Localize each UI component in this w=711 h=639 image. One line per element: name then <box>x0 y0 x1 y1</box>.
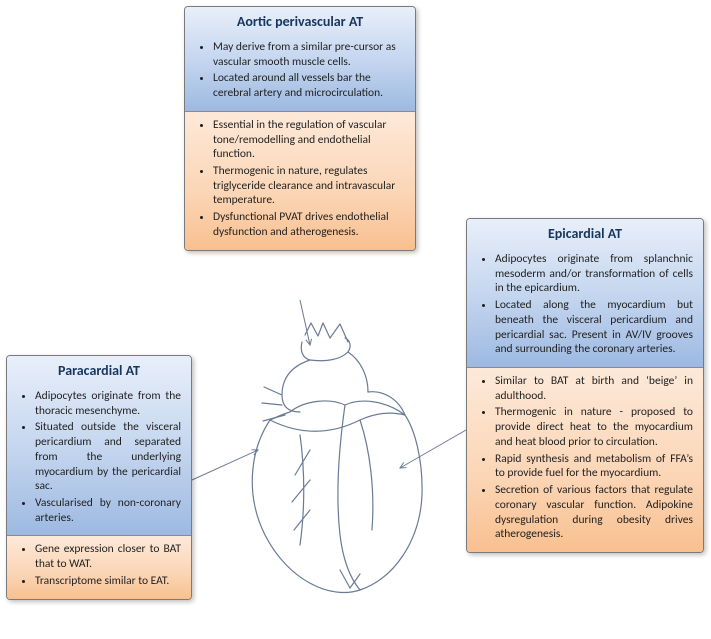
epicardial-box: Epicardial AT Adipocytes originate from … <box>466 218 704 553</box>
paracardial-orange-list: Gene expression closer to BAT that to WA… <box>17 542 181 588</box>
list-item: Situated outside the visceral pericardiu… <box>35 420 181 494</box>
list-item: Similar to BAT at birth and ‘beige’ in a… <box>495 374 693 403</box>
list-item: Secretion of various factors that regula… <box>495 483 693 542</box>
aortic-orange-list: Essential in the regulation of vascular … <box>195 118 405 240</box>
list-item: Gene expression closer to BAT that to WA… <box>35 542 181 571</box>
list-item: Adipocytes originate from splanchnic mes… <box>495 252 693 296</box>
paracardial-blue-list: Adipocytes originate from the thoracic m… <box>17 389 181 525</box>
list-item: Rapid synthesis and metabolism of FFA’s … <box>495 452 693 481</box>
aortic-box: Aortic perivascular AT May derive from a… <box>184 6 416 251</box>
aortic-title: Aortic perivascular AT <box>185 7 415 34</box>
list-item: Dysfunctional PVAT drives endothelial dy… <box>213 210 405 239</box>
list-item: Vascularised by non-coronary arteries. <box>35 496 181 525</box>
list-item: Thermogenic in nature - proposed to prov… <box>495 405 693 449</box>
list-item: Adipocytes originate from the thoracic m… <box>35 389 181 418</box>
list-item: May derive from a similar pre-cursor as … <box>213 40 405 69</box>
epicardial-blue-list: Adipocytes originate from splanchnic mes… <box>477 252 693 357</box>
list-item: Transcriptome similar to EAT. <box>35 574 181 589</box>
epicardial-orange-list: Similar to BAT at birth and ‘beige’ in a… <box>477 374 693 542</box>
heart-illustration <box>210 320 450 610</box>
list-item: Located along the myocardium but beneath… <box>495 298 693 357</box>
list-item: Thermogenic in nature, regulates triglyc… <box>213 164 405 208</box>
epicardial-title: Epicardial AT <box>467 219 703 246</box>
list-item: Located around all vessels bar the cereb… <box>213 71 405 100</box>
paracardial-title: Paracardial AT <box>7 356 191 383</box>
paracardial-box: Paracardial AT Adipocytes originate from… <box>6 355 192 600</box>
list-item: Essential in the regulation of vascular … <box>213 118 405 162</box>
aortic-blue-list: May derive from a similar pre-cursor as … <box>195 40 405 101</box>
